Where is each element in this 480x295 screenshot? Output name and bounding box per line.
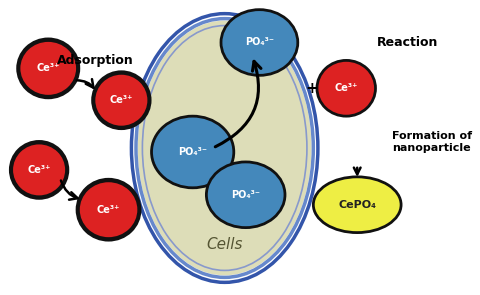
Text: PO₄³⁻: PO₄³⁻ <box>231 190 260 200</box>
Text: Cells: Cells <box>206 237 243 252</box>
Ellipse shape <box>138 21 312 276</box>
Text: CePO₄: CePO₄ <box>338 200 376 210</box>
Ellipse shape <box>19 40 77 96</box>
Text: PO₄³⁻: PO₄³⁻ <box>178 147 207 157</box>
Text: Adsorption: Adsorption <box>58 54 134 67</box>
Text: Ce³⁺: Ce³⁺ <box>335 83 358 93</box>
Ellipse shape <box>313 177 401 232</box>
Text: PO₄³⁻: PO₄³⁻ <box>245 37 274 47</box>
Ellipse shape <box>152 116 234 188</box>
Ellipse shape <box>16 37 80 99</box>
Text: Ce³⁺: Ce³⁺ <box>97 205 120 215</box>
Text: Ce³⁺: Ce³⁺ <box>36 63 60 73</box>
Ellipse shape <box>221 10 298 75</box>
Ellipse shape <box>94 73 149 127</box>
Text: Ce³⁺: Ce³⁺ <box>109 95 133 105</box>
Ellipse shape <box>206 162 285 228</box>
Ellipse shape <box>76 178 142 242</box>
Text: +: + <box>305 81 318 96</box>
Text: Formation of
nanoparticle: Formation of nanoparticle <box>392 131 472 153</box>
Ellipse shape <box>78 181 139 239</box>
Text: Ce³⁺: Ce³⁺ <box>27 165 51 175</box>
Ellipse shape <box>91 71 152 130</box>
Ellipse shape <box>9 140 69 200</box>
Ellipse shape <box>317 60 375 116</box>
Ellipse shape <box>12 143 67 197</box>
Text: Reaction: Reaction <box>377 36 439 49</box>
